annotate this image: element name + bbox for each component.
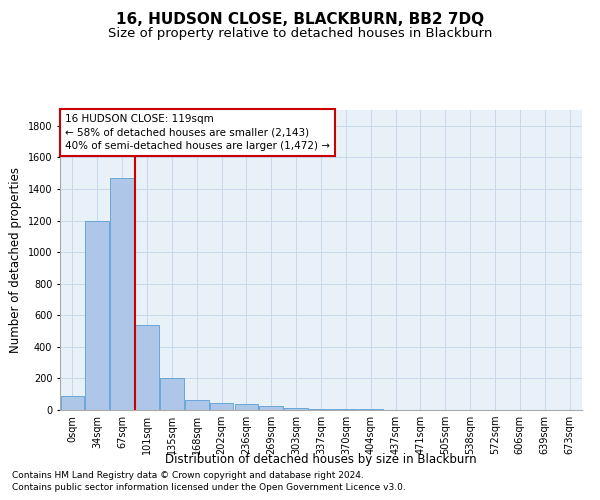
- Y-axis label: Number of detached properties: Number of detached properties: [9, 167, 22, 353]
- Bar: [309, 409, 333, 410]
- Bar: [61, 396, 84, 410]
- Bar: [110, 178, 134, 410]
- Bar: [235, 404, 258, 410]
- Bar: [135, 324, 159, 410]
- Bar: [160, 378, 184, 410]
- Text: Contains public sector information licensed under the Open Government Licence v3: Contains public sector information licen…: [12, 484, 406, 492]
- Text: Distribution of detached houses by size in Blackburn: Distribution of detached houses by size …: [165, 452, 477, 466]
- Text: Contains HM Land Registry data © Crown copyright and database right 2024.: Contains HM Land Registry data © Crown c…: [12, 471, 364, 480]
- Bar: [259, 406, 283, 410]
- Text: 16, HUDSON CLOSE, BLACKBURN, BB2 7DQ: 16, HUDSON CLOSE, BLACKBURN, BB2 7DQ: [116, 12, 484, 28]
- Bar: [85, 220, 109, 410]
- Bar: [210, 403, 233, 410]
- Bar: [334, 409, 358, 410]
- Bar: [185, 400, 209, 410]
- Text: 16 HUDSON CLOSE: 119sqm
← 58% of detached houses are smaller (2,143)
40% of semi: 16 HUDSON CLOSE: 119sqm ← 58% of detache…: [65, 114, 330, 151]
- Text: Size of property relative to detached houses in Blackburn: Size of property relative to detached ho…: [108, 28, 492, 40]
- Bar: [359, 409, 383, 410]
- Bar: [284, 408, 308, 410]
